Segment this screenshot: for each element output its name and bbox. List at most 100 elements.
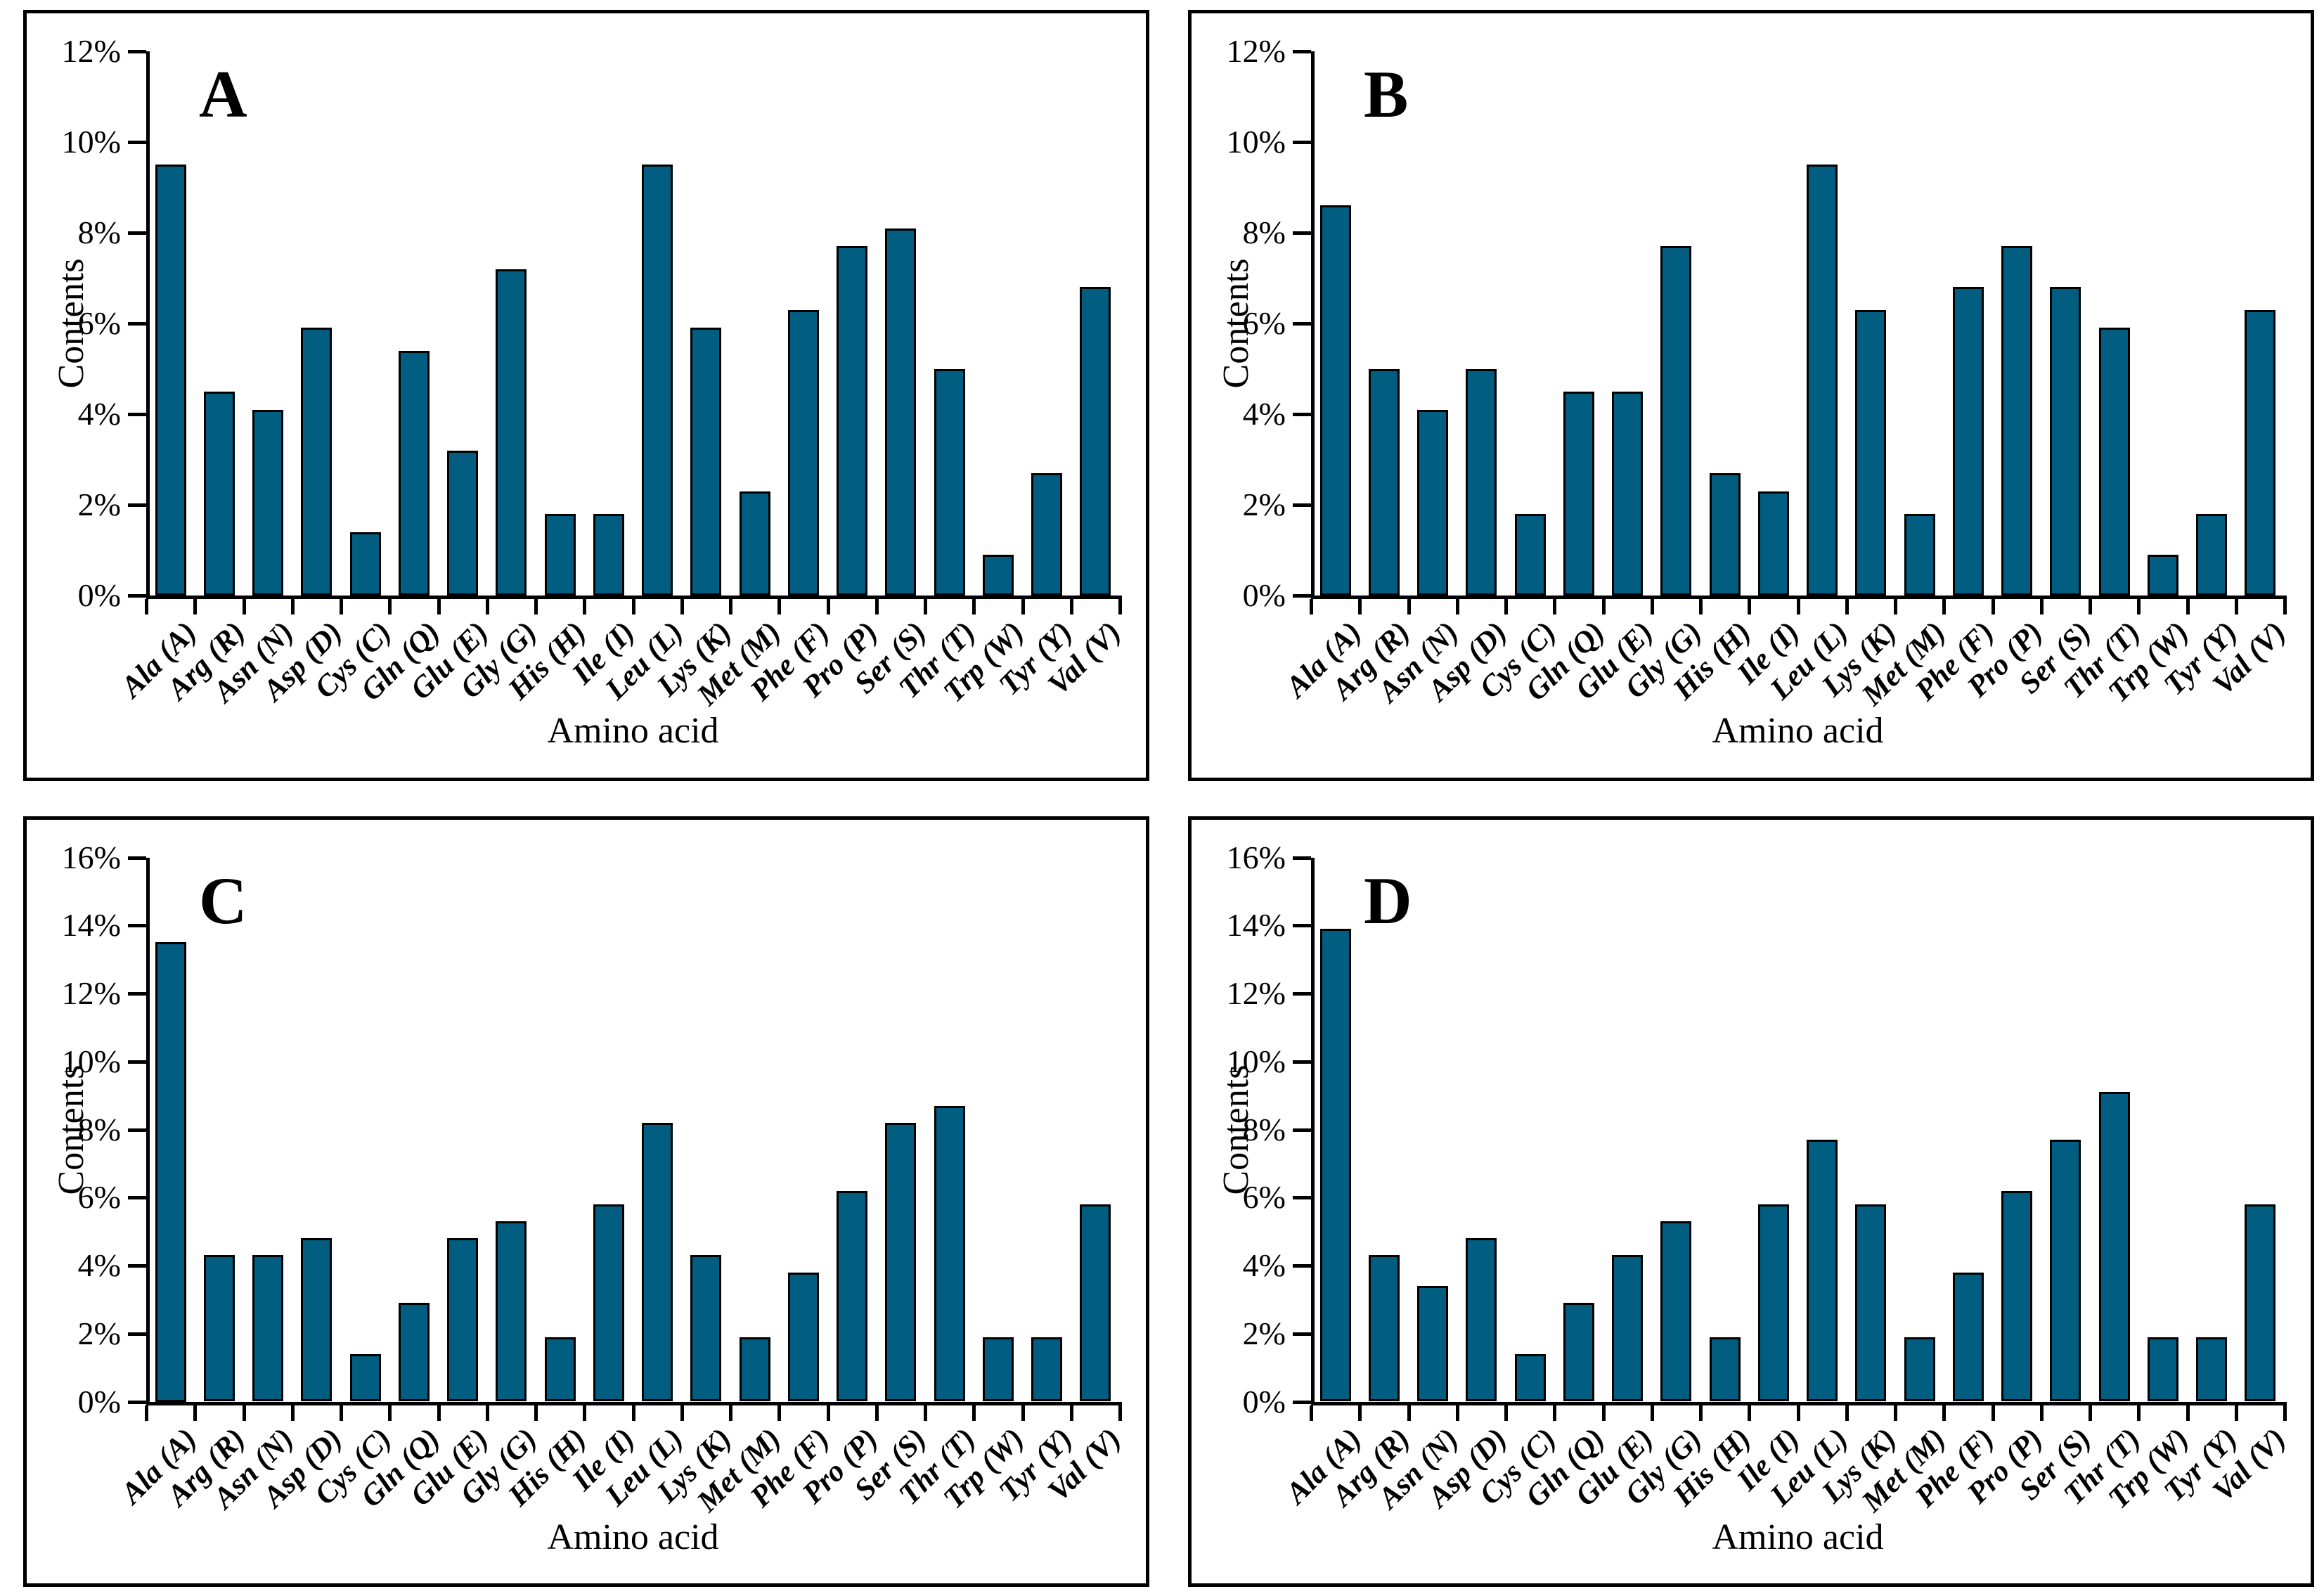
bar-phe-f xyxy=(787,309,819,596)
bar-lys-k xyxy=(1855,1204,1887,1402)
y-tick-mark xyxy=(1293,231,1311,235)
y-tick-label: 2% xyxy=(77,487,121,522)
y-tick-label: 2% xyxy=(77,1315,121,1351)
panel-d: D Contents Amino acid 0% 2% 4% 6% 8% 10% 12% 14… xyxy=(1188,816,2314,1587)
x-tick-mark xyxy=(1991,599,1995,614)
x-tick-mark xyxy=(1845,599,1849,614)
x-tick-mark xyxy=(680,599,684,614)
y-tick-mark xyxy=(1293,1128,1311,1132)
x-tick-mark xyxy=(1407,599,1411,614)
x-tick-mark xyxy=(826,599,830,614)
x-axis-title: Amino acid xyxy=(1712,711,1884,751)
x-tick-mark xyxy=(340,599,343,614)
y-tick-label: 8% xyxy=(77,214,121,250)
x-tick-mark xyxy=(534,599,538,614)
x-tick-mark xyxy=(1601,599,1606,614)
y-tick-mark xyxy=(128,50,146,53)
bar-asp-d xyxy=(1466,1238,1497,1402)
x-tick-mark xyxy=(1748,599,1752,614)
y-tick-label: 2% xyxy=(1242,1315,1286,1351)
bar-ile-i xyxy=(1757,1204,1789,1402)
bar-lys-k xyxy=(690,328,722,596)
bar-ala-a xyxy=(1319,929,1351,1402)
x-tick-mark xyxy=(1504,1405,1508,1421)
x-tick-mark xyxy=(2283,599,2287,614)
y-tick-label: 12% xyxy=(61,33,121,69)
bar-arg-r xyxy=(203,391,235,596)
bar-val-v xyxy=(1080,287,1111,596)
y-tick-mark xyxy=(1293,413,1311,416)
bar-gln-q xyxy=(398,1303,430,1402)
bar-arg-r xyxy=(1368,368,1400,596)
x-tick-mark xyxy=(1894,599,1897,614)
bar-pro-p xyxy=(837,246,868,596)
bar-leu-l xyxy=(1807,165,1838,596)
y-tick-label: 12% xyxy=(1226,33,1286,69)
y-tick-label: 10% xyxy=(61,124,121,160)
x-tick-mark xyxy=(1358,1405,1362,1421)
x-tick-mark xyxy=(242,1405,246,1421)
bar-tyr-y xyxy=(2196,513,2228,596)
bar-trp-w xyxy=(982,1337,1014,1402)
y-tick-mark xyxy=(1293,594,1311,598)
y-tick-label: 10% xyxy=(1226,124,1286,160)
y-tick-label: 16% xyxy=(61,839,121,875)
bar-ser-s xyxy=(2050,287,2081,596)
x-tick-mark xyxy=(485,1405,489,1421)
y-tick-mark xyxy=(1293,1332,1311,1336)
bar-ala-a xyxy=(155,165,186,596)
x-tick-mark xyxy=(1455,599,1459,614)
bar-his-h xyxy=(544,513,576,596)
y-tick-label: 6% xyxy=(77,1179,121,1216)
x-tick-mark xyxy=(1650,599,1654,614)
bar-ile-i xyxy=(593,1204,624,1402)
x-tick-mark xyxy=(2186,1405,2190,1421)
y-tick-mark xyxy=(128,1400,146,1404)
y-tick-mark xyxy=(128,322,146,326)
x-tick-mark xyxy=(2186,599,2190,614)
bar-trp-w xyxy=(2147,554,2178,596)
y-tick-label: 8% xyxy=(77,1111,121,1147)
bar-trp-w xyxy=(2147,1337,2178,1402)
x-tick-mark xyxy=(290,1405,295,1421)
panel-a: A Contents Amino acid 0% 2% 4% 6% 8% 10% 12% Al… xyxy=(23,10,1149,781)
bar-asp-d xyxy=(301,1238,333,1402)
x-tick-mark xyxy=(1310,1405,1313,1421)
x-tick-mark xyxy=(1650,1405,1654,1421)
y-tick-mark xyxy=(128,856,146,860)
x-tick-mark xyxy=(680,1405,684,1421)
x-tick-mark xyxy=(388,1405,392,1421)
x-tick-mark xyxy=(485,599,489,614)
bar-leu-l xyxy=(642,1122,673,1402)
x-tick-mark xyxy=(1358,599,1362,614)
y-tick-label: 8% xyxy=(1242,1111,1286,1147)
x-tick-mark xyxy=(1894,1405,1897,1421)
x-tick-mark xyxy=(145,1405,148,1421)
bar-pro-p xyxy=(837,1190,868,1402)
x-tick-mark xyxy=(193,1405,198,1421)
x-tick-mark xyxy=(1942,599,1947,614)
y-tick-label: 4% xyxy=(1242,396,1286,432)
y-tick-label: 6% xyxy=(1242,305,1286,341)
bar-glu-e xyxy=(1612,1255,1644,1402)
bar-gln-q xyxy=(1563,1303,1594,1402)
x-tick-mark xyxy=(1699,599,1703,614)
x-axis-title: Amino acid xyxy=(1712,1517,1884,1557)
bar-ile-i xyxy=(593,513,624,596)
x-tick-mark xyxy=(1796,1405,1800,1421)
x-tick-mark xyxy=(1553,1405,1557,1421)
y-tick-label: 8% xyxy=(1242,214,1286,250)
bar-ile-i xyxy=(1757,491,1789,596)
x-tick-mark xyxy=(729,1405,732,1421)
bar-met-m xyxy=(1904,513,1935,596)
bar-glu-e xyxy=(447,450,479,596)
bar-his-h xyxy=(1709,1337,1741,1402)
bar-leu-l xyxy=(1807,1140,1838,1402)
bar-cys-c xyxy=(349,532,381,596)
y-tick-label: 14% xyxy=(61,907,121,944)
bar-val-v xyxy=(2245,1204,2276,1402)
y-tick-mark xyxy=(1293,1400,1311,1404)
x-axis-title: Amino acid xyxy=(547,711,719,751)
bar-gly-g xyxy=(1660,1221,1692,1402)
y-tick-label: 4% xyxy=(1242,1247,1286,1283)
